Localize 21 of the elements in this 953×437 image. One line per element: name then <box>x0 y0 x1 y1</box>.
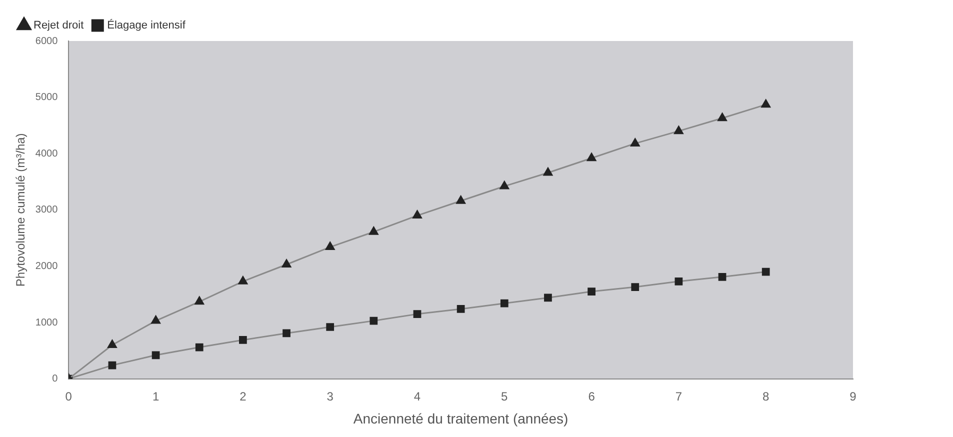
x-tick-label: 0 <box>65 389 72 404</box>
x-axis-title: Ancienneté du traitement (années) <box>353 410 568 426</box>
x-tick-label: 9 <box>850 389 857 404</box>
x-tick-label: 8 <box>762 389 770 404</box>
y-tick-label: 1000 <box>35 317 58 328</box>
y-axis-title: Phytovolume cumulé (m³/ha) <box>14 133 28 287</box>
x-tick-label: 1 <box>152 389 160 404</box>
x-tick-label: 4 <box>414 389 421 404</box>
y-tick-label: 2000 <box>35 260 58 272</box>
x-tick-label: 7 <box>675 389 682 404</box>
x-tick-label: 2 <box>240 389 247 404</box>
x-tick-label: 3 <box>326 389 334 404</box>
y-tick-label: 4000 <box>35 148 58 160</box>
y-tick-label: 3000 <box>35 204 58 216</box>
x-tick-label: 5 <box>501 389 508 404</box>
legend-label: Élagage intensif <box>107 18 186 32</box>
y-tick-label: 0 <box>52 374 58 385</box>
x-tick-label: 6 <box>588 389 596 404</box>
legend-label: Rejet droit <box>34 20 84 32</box>
y-tick-label: 6000 <box>35 36 58 47</box>
y-tick-label: 5000 <box>35 92 58 104</box>
